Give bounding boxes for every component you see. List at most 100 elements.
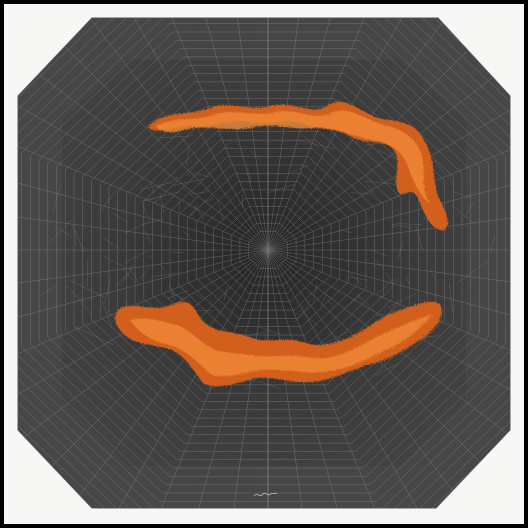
web-ring xyxy=(239,222,297,278)
web-mesh-strand xyxy=(124,220,151,234)
web-mesh-strand xyxy=(415,226,423,251)
web-mesh-strand xyxy=(268,183,295,193)
web-mesh-strand xyxy=(161,266,166,273)
web-ring xyxy=(108,98,428,402)
web-mesh-strand xyxy=(182,230,190,237)
web-mesh-strand xyxy=(194,293,205,301)
web-mesh-strand xyxy=(365,181,399,185)
web-mesh-strand xyxy=(104,278,111,304)
web-mesh-strand xyxy=(190,366,192,369)
web-mesh-strand xyxy=(257,326,281,335)
web-mesh-strand xyxy=(49,220,72,243)
web-mesh-strand xyxy=(313,283,318,302)
web-mesh-strand xyxy=(250,151,262,160)
web-ring xyxy=(213,198,323,302)
web-mesh-strand xyxy=(74,229,77,247)
web-spoke xyxy=(267,18,321,251)
web-spoke xyxy=(267,249,510,508)
web-spoke xyxy=(18,249,269,303)
web-ring xyxy=(126,114,410,386)
web-mesh-strand xyxy=(170,292,193,304)
web-mesh-strand xyxy=(101,236,120,249)
web-mesh-strand xyxy=(451,205,475,224)
web-mesh-strand xyxy=(365,181,376,194)
web-mesh-strand xyxy=(153,272,177,277)
web-mesh-strand xyxy=(115,268,133,287)
web-ring xyxy=(195,181,341,319)
web-ring xyxy=(18,18,510,508)
web-mesh-strand xyxy=(387,293,416,309)
web-mesh-strand xyxy=(112,213,129,223)
web-mesh-strand xyxy=(39,286,56,296)
web-spoke xyxy=(67,18,269,251)
web-mesh-strand xyxy=(140,192,178,202)
web-mesh-strand xyxy=(188,205,198,217)
web-mesh-strand xyxy=(448,281,453,313)
web-spoke xyxy=(267,18,469,251)
web-mesh-strand xyxy=(185,148,190,166)
web-mesh-strand xyxy=(53,186,61,211)
web-ring xyxy=(21,18,510,485)
web-mesh xyxy=(39,107,496,390)
web-mesh-strand xyxy=(100,190,116,213)
web-mesh-strand xyxy=(376,277,398,294)
web-spoke xyxy=(18,49,269,251)
web-mesh-strand xyxy=(370,249,389,257)
web-mesh-strand xyxy=(122,268,136,283)
web-mesh-strand xyxy=(151,183,155,195)
web-mesh-strand xyxy=(327,300,334,307)
web-mesh-strand xyxy=(214,186,217,189)
web-mesh-strand xyxy=(374,363,399,376)
web-mesh-strand xyxy=(452,191,470,198)
web-mesh-strand xyxy=(223,285,228,302)
web-mesh-strand xyxy=(247,166,252,182)
web-mesh-strand xyxy=(299,140,336,150)
web-mesh-strand xyxy=(350,192,372,195)
web-mesh-strand xyxy=(222,140,232,150)
web-mesh-strand xyxy=(173,178,204,186)
web-spoke xyxy=(18,197,269,251)
web-mesh-strand xyxy=(340,229,352,233)
web-spoke xyxy=(267,249,510,354)
web-mesh-strand xyxy=(257,380,282,390)
artist-signature xyxy=(253,492,278,497)
web-spoke xyxy=(24,249,269,508)
web-spoke xyxy=(267,249,510,404)
web-mesh-strand xyxy=(460,201,474,224)
web-mesh-strand xyxy=(405,277,411,286)
web-mesh-strand xyxy=(101,300,112,327)
web-mesh-strand xyxy=(489,235,496,254)
web-spoke xyxy=(67,249,269,508)
web-mesh-strand xyxy=(389,299,399,313)
web-mesh-strand xyxy=(304,313,319,327)
web-mesh-strand xyxy=(290,162,315,173)
web-mesh-strand xyxy=(396,241,404,261)
web-mesh-strand xyxy=(188,191,210,195)
web-mesh-strand xyxy=(390,223,413,229)
web-mesh-strand xyxy=(142,204,150,220)
web-mesh-strand xyxy=(430,269,437,282)
web-spoke xyxy=(267,249,510,303)
web-mesh-strand xyxy=(432,158,456,187)
web-ring xyxy=(47,40,489,460)
web-mesh-strand xyxy=(128,265,139,284)
web-spoke xyxy=(267,197,510,251)
web-mesh-strand xyxy=(54,225,73,238)
web-ring xyxy=(18,18,510,502)
web-mesh-strand xyxy=(314,186,323,191)
web-mesh-strand xyxy=(146,194,167,202)
web-mesh-strand xyxy=(72,225,85,252)
web-spoke xyxy=(18,249,269,404)
web-mesh-strand xyxy=(140,218,164,226)
web-mesh-strand xyxy=(349,273,362,284)
web-mesh-strand xyxy=(140,182,174,190)
web-mesh-strand xyxy=(375,260,384,270)
web-mesh-strand xyxy=(382,277,384,279)
web-mesh-strand xyxy=(320,292,328,306)
web-ring xyxy=(204,189,332,311)
web-ring xyxy=(230,214,306,286)
web-mesh-strand xyxy=(157,135,193,139)
web-mesh-strand xyxy=(213,304,225,316)
web-ring xyxy=(222,206,314,294)
